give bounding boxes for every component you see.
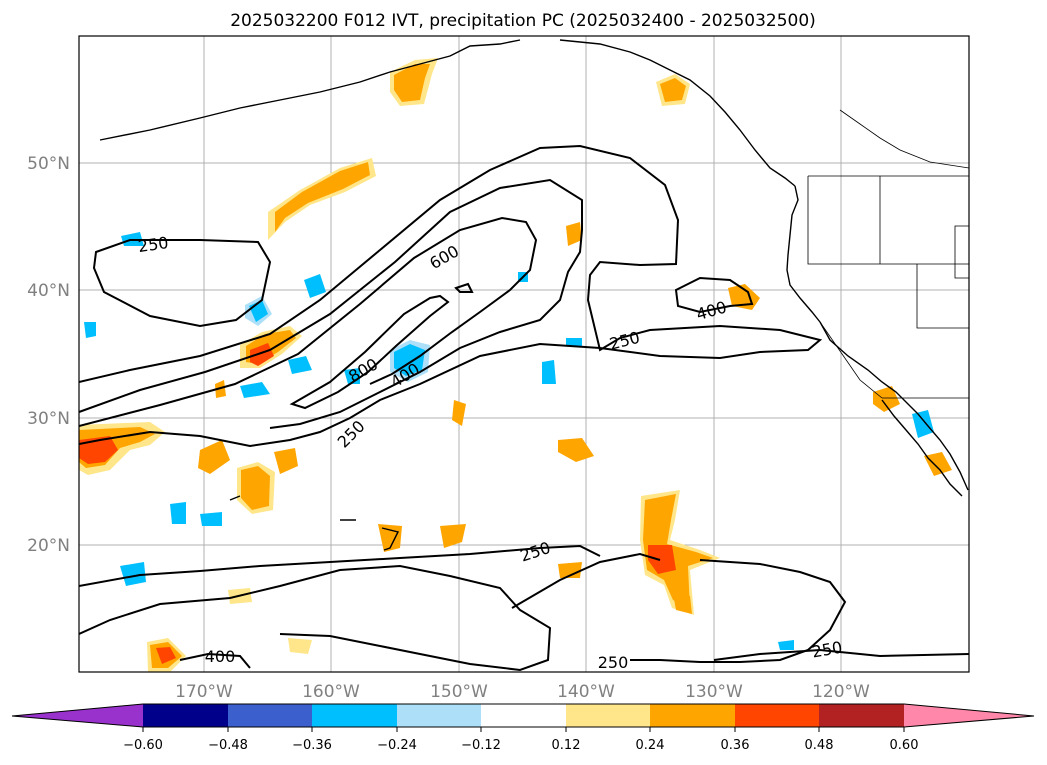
- longitude-labels: 170°W 160°W 150°W 140°W 130°W 120°W: [175, 682, 870, 702]
- colorbar-segment: [650, 704, 735, 727]
- colorbar-segment: [143, 704, 228, 727]
- contour-label: 250: [598, 653, 629, 672]
- colorbar-extend-min: [12, 704, 143, 727]
- colorbar-tick-label: 0.36: [721, 738, 750, 753]
- colorbar-extend-max: [904, 704, 1034, 727]
- ivt-contour-600: [79, 216, 538, 427]
- ivt-contour-400-east-loop: [674, 276, 754, 314]
- lon-label-120w: 120°W: [812, 682, 870, 702]
- colorbar-ticks: [142, 727, 905, 732]
- colorbar-tick-label: 0.60: [890, 738, 919, 753]
- lat-label-30n: 30°N: [27, 409, 70, 429]
- map-panel: 250 600 400 250 400 800 400 250 250 400 …: [78, 35, 970, 673]
- colorbar-tick-label: −0.48: [208, 738, 248, 753]
- colorbar-tick-label: −0.36: [292, 738, 332, 753]
- colorbar-segment: [819, 704, 904, 727]
- coastlines: [99, 39, 969, 551]
- colorbar-segment: [312, 704, 397, 727]
- lat-label-40n: 40°N: [27, 281, 70, 301]
- lat-label-50n: 50°N: [27, 154, 70, 174]
- lon-label-170w: 170°W: [175, 682, 233, 702]
- map-title: 2025032200 F012 IVT, precipitation PC (2…: [230, 11, 816, 31]
- map-background: [79, 36, 969, 672]
- colorbar-tick-label: 0.48: [805, 738, 834, 753]
- ivt-contour-400-southwest: [179, 652, 251, 669]
- contour-label: 400: [205, 647, 236, 666]
- colorbar-tick-label: −0.60: [123, 738, 163, 753]
- ivt-contour-250-bottom-right: [713, 648, 969, 661]
- colorbar-tick-label: 0.12: [552, 738, 581, 753]
- colorbar-tick-label: −0.24: [377, 738, 417, 753]
- colorbar-segment: [228, 704, 312, 727]
- lon-label-150w: 150°W: [430, 682, 488, 702]
- map-frame: [78, 35, 970, 673]
- colorbar-segment: [481, 704, 566, 727]
- ivt-contour-250-south-upper: [79, 544, 601, 587]
- ivt-contour-400-main: [79, 178, 583, 429]
- ivt-contours: [79, 144, 969, 672]
- political-borders: [807, 109, 969, 399]
- colorbar-tick-label: −0.12: [461, 738, 501, 753]
- ivt-contour-800: [289, 294, 450, 410]
- ivt-contour-250-main: [79, 144, 823, 448]
- lon-label-140w: 140°W: [557, 682, 615, 702]
- colorbar: −0.60 −0.48 −0.36 −0.24 −0.12 0.12 0.24 …: [11, 703, 1035, 753]
- ivt-contour-250-northwest: [92, 239, 272, 328]
- latitude-labels: 50°N 40°N 30°N 20°N: [27, 154, 70, 556]
- lat-label-20n: 20°N: [27, 536, 70, 556]
- colorbar-segment: [566, 704, 650, 727]
- lon-label-160w: 160°W: [302, 682, 360, 702]
- ivt-contour-250-southeast: [511, 552, 847, 663]
- lon-label-130w: 130°W: [685, 682, 743, 702]
- ivt-contour-600-east-segment: [454, 282, 474, 293]
- ivt-contour-250-south-lower: [79, 564, 552, 672]
- contour-label: 250: [137, 233, 170, 256]
- colorbar-segment: [735, 704, 819, 727]
- colorbar-segment: [397, 704, 481, 727]
- colorbar-tick-label: 0.24: [636, 738, 665, 753]
